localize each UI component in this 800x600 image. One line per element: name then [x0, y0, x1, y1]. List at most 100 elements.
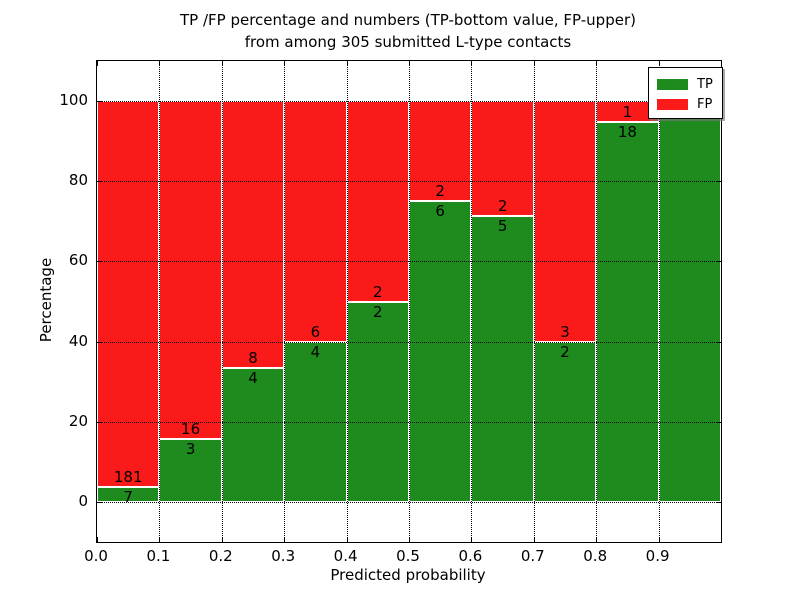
x-tick-label: 0.9: [645, 547, 670, 565]
y-gridline: [97, 181, 721, 183]
x-tick-label: 0.4: [333, 547, 358, 565]
y-tick-mark-right: [716, 421, 721, 423]
x-tick-mark-top: [533, 61, 535, 66]
legend-label: TP: [697, 76, 713, 92]
fp-bar-segment: [221, 101, 285, 369]
x-tick-mark: [596, 537, 598, 542]
tp-bar-segment: [221, 368, 285, 502]
x-tick-mark: [346, 537, 348, 542]
x-axis-label: Predicted probability: [330, 566, 486, 584]
legend-item-fp: FP: [657, 94, 713, 114]
y-tick-label: 100: [59, 91, 88, 110]
y-tick-mark: [97, 421, 102, 423]
x-tick-mark-top: [409, 61, 410, 66]
x-tick-mark-top: [97, 61, 98, 66]
fp-count-label: 16: [181, 419, 201, 438]
fp-bar-segment: [533, 101, 597, 342]
x-tick-mark-top: [284, 61, 286, 66]
fp-count-label: 2: [497, 196, 508, 215]
chart-title-line2: from among 305 submitted L-type contacts: [244, 33, 572, 51]
chart-title: TP /FP percentage and numbers (TP-bottom…: [96, 9, 720, 53]
x-gridline: [221, 61, 223, 542]
x-tick-mark: [221, 537, 223, 542]
x-gridline: [658, 61, 660, 542]
fp-bar-segment: [284, 101, 347, 342]
x-gridline: [596, 61, 598, 542]
chart-title-line1: TP /FP percentage and numbers (TP-bottom…: [180, 11, 636, 29]
x-tick-label: 0.7: [520, 547, 545, 565]
y-tick-mark: [97, 501, 102, 503]
x-tick-mark-top: [658, 61, 660, 66]
y-tick-label: 20: [68, 411, 88, 430]
x-tick-mark: [658, 537, 660, 542]
y-gridline: [97, 101, 721, 103]
y-tick-mark-right: [716, 341, 721, 343]
x-gridline: [471, 61, 473, 542]
y-tick-label: 40: [68, 331, 88, 350]
fp-count-label: 2: [373, 282, 383, 301]
x-tick-label: 0.5: [396, 547, 420, 565]
y-gridline: [97, 421, 721, 423]
x-tick-mark: [471, 537, 473, 542]
x-tick-mark-top: [596, 61, 598, 66]
y-tick-label: 80: [68, 171, 88, 190]
fp-bar-segment: [409, 101, 472, 202]
tp-count-label: 7: [123, 488, 133, 506]
x-tick-mark-top: [471, 61, 473, 66]
x-tick-mark: [533, 537, 535, 542]
x-gridline: [159, 61, 161, 542]
tp-swatch-icon: [657, 78, 688, 90]
fp-count-label: 3: [560, 322, 570, 341]
y-gridline: [97, 341, 721, 343]
fp-bar-segment: [159, 101, 222, 439]
tp-bar-segment: [346, 301, 409, 502]
tp-bar-segment: [658, 101, 721, 502]
legend-item-tp: TP: [657, 74, 713, 94]
tp-count-label: 3: [185, 439, 196, 458]
tp-count-label: 2: [560, 342, 570, 361]
y-tick-mark: [97, 261, 102, 263]
x-tick-label: 0.8: [583, 547, 608, 565]
y-tick-label: 60: [68, 251, 88, 270]
fp-count-label: 181: [113, 468, 143, 487]
x-tick-label: 0.1: [146, 547, 171, 565]
tp-count-label: 4: [310, 342, 321, 361]
y-axis-label: Percentage: [37, 257, 55, 343]
x-tick-label: 0.0: [84, 547, 108, 565]
x-tick-label: 0.6: [458, 547, 483, 565]
fp-count-label: 8: [248, 349, 258, 368]
x-gridline: [533, 61, 535, 542]
y-tick-mark-right: [716, 501, 721, 503]
legend-label: FP: [697, 96, 713, 112]
x-tick-mark: [409, 537, 410, 542]
tp-count-label: 2: [373, 302, 383, 321]
tp-bar-segment: [471, 215, 534, 502]
y-tick-mark-right: [716, 261, 721, 263]
y-tick-mark: [97, 341, 102, 343]
tp-count-label: 5: [497, 216, 508, 235]
fp-bar-segment: [346, 101, 409, 302]
x-tick-mark: [284, 537, 286, 542]
x-gridline: [346, 61, 348, 542]
tp-bar-segment: [596, 122, 659, 502]
x-tick-mark-top: [221, 61, 223, 66]
x-tick-mark-top: [159, 61, 161, 66]
x-tick-mark: [97, 537, 98, 542]
x-tick-mark-top: [346, 61, 348, 66]
tp-count-label: 4: [248, 369, 258, 388]
x-gridline: [409, 61, 410, 542]
fp-count-label: 2: [435, 182, 445, 201]
fp-swatch-icon: [657, 98, 688, 110]
tp-bar-segment: [409, 201, 472, 502]
fp-count-label: 6: [310, 322, 321, 341]
y-gridline: [97, 261, 721, 263]
y-gridline: [97, 501, 721, 503]
fp-count-label: 1: [622, 103, 633, 122]
fp-bar-segment: [97, 101, 160, 488]
y-tick-label: 0: [78, 491, 88, 510]
y-tick-mark: [97, 181, 102, 183]
x-gridline: [284, 61, 286, 542]
y-tick-mark: [97, 101, 102, 103]
